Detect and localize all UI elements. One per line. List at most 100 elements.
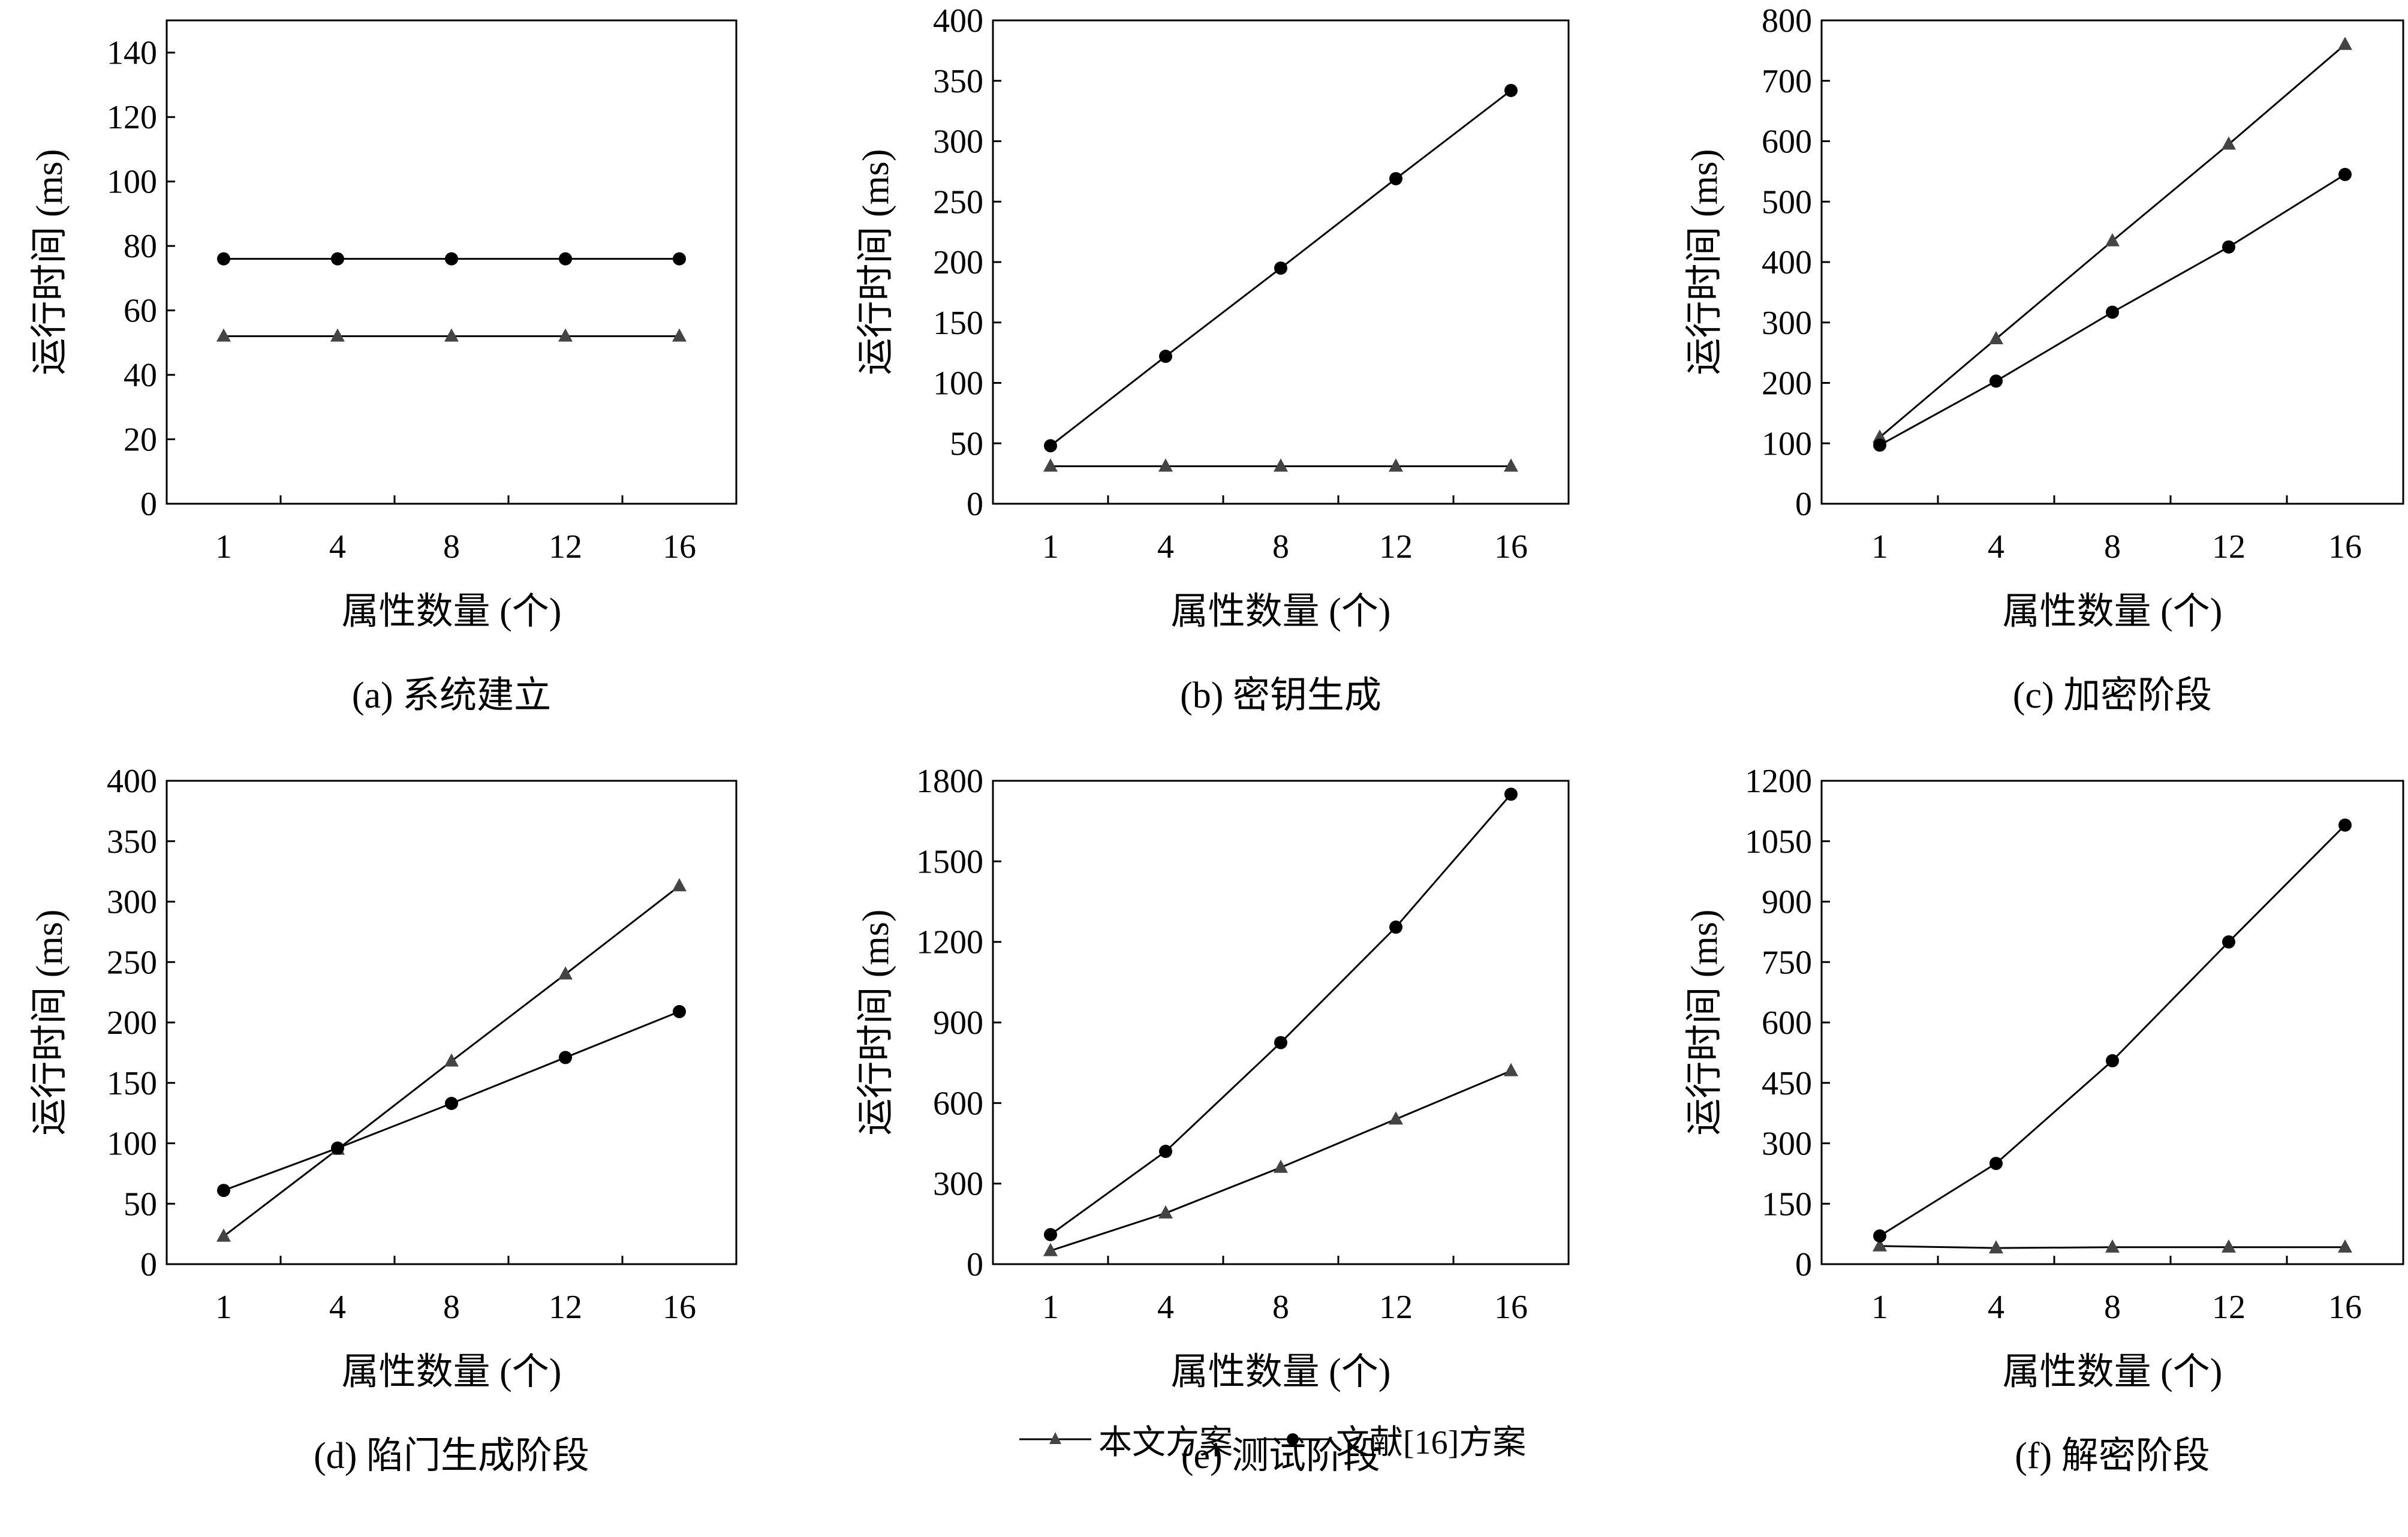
y-tick-label: 100 — [107, 164, 157, 201]
circle-marker — [1989, 374, 2003, 388]
circle-marker — [2338, 818, 2352, 832]
x-tick-label: 1 — [1042, 528, 1059, 566]
circle-marker — [1504, 83, 1518, 97]
y-tick-label: 0 — [140, 486, 157, 523]
y-tick-label: 350 — [933, 63, 983, 100]
legend: 本文方案 文献[16]方案 — [1019, 1415, 1550, 1463]
y-tick-label: 150 — [1762, 1186, 1812, 1223]
y-tick-label: 60 — [124, 293, 157, 330]
legend-item-series-b: 文献[16]方案 — [1257, 1415, 1526, 1464]
x-tick-label: 8 — [1272, 528, 1289, 566]
circle-marker — [1159, 1144, 1172, 1158]
y-tick-label: 750 — [1762, 944, 1812, 981]
circle-marker — [673, 252, 686, 266]
triangle-marker — [1873, 1238, 1887, 1252]
legend-swatch-circle — [1257, 1433, 1329, 1445]
panel-caption: (c) 加密阶段 — [2013, 675, 2212, 716]
x-tick-label: 4 — [1988, 1289, 2004, 1326]
triangle-marker — [1989, 330, 2003, 344]
circle-marker — [445, 252, 458, 266]
x-tick-label: 16 — [2328, 528, 2362, 566]
y-tick-label: 0 — [967, 486, 983, 523]
y-tick-label: 140 — [107, 35, 157, 72]
legend-label-series-a: 本文方案 — [1098, 1424, 1233, 1461]
x-axis-label: 属性数量 (个) — [342, 591, 562, 632]
y-tick-label: 0 — [967, 1246, 983, 1283]
circle-marker — [331, 1141, 344, 1155]
triangle-marker — [558, 966, 573, 980]
y-tick-label: 300 — [107, 884, 157, 921]
triangle-marker — [1873, 429, 1887, 443]
chart-panel-5: 0 300 600 900 1200 1500 1800 1 4 8 12 16 属性数量 (个) 运行时… — [856, 763, 1570, 1476]
x-tick-label: 12 — [1379, 528, 1413, 566]
y-tick-label: 450 — [1762, 1065, 1812, 1102]
x-tick-label: 1 — [215, 528, 232, 566]
chart-panel-4: 0 50 100 150 200 250 300 350 400 1 4 8 12 16 属性数量 (个) 运… — [29, 763, 738, 1476]
x-tick-label: 16 — [1494, 1289, 1528, 1326]
chart-panel-6: 0 150 300 450 600 750 900 1050 1200 1 4 8 12 16 属性数量 (… — [1684, 763, 2404, 1476]
y-axis-label: 运行时间 (ms) — [29, 149, 70, 375]
y-tick-label: 400 — [107, 763, 157, 800]
circle-marker — [1274, 261, 1287, 275]
circle-marker — [1873, 1229, 1886, 1243]
y-tick-label: 50 — [950, 425, 983, 462]
circle-marker — [1044, 1228, 1057, 1241]
x-axis-label: 属性数量 (个) — [2003, 591, 2223, 632]
x-tick-label: 8 — [443, 1289, 460, 1326]
y-tick-label: 500 — [1762, 184, 1812, 221]
panel-caption: (a) 系统建立 — [352, 675, 551, 716]
triangle-marker — [1389, 458, 1403, 472]
y-tick-label: 250 — [107, 944, 157, 981]
y-tick-label: 300 — [933, 124, 983, 161]
y-tick-label: 1200 — [1745, 763, 1812, 800]
y-tick-label: 300 — [933, 1166, 983, 1203]
y-tick-label: 120 — [107, 99, 157, 136]
y-tick-label: 100 — [107, 1126, 157, 1163]
y-tick-label: 1500 — [916, 843, 983, 880]
triangle-marker — [2222, 1239, 2236, 1253]
series-line-reference — [1879, 824, 2346, 1237]
circle-marker — [559, 252, 572, 266]
y-tick-label: 250 — [933, 184, 983, 221]
x-tick-label: 12 — [2212, 528, 2246, 566]
triangle-marker — [1389, 1111, 1403, 1125]
y-tick-label: 700 — [1762, 63, 1812, 100]
triangle-marker — [1989, 1240, 2003, 1254]
legend-label-series-b: 文献[16]方案 — [1336, 1424, 1527, 1461]
circle-marker — [1873, 438, 1886, 452]
y-tick-label: 0 — [140, 1246, 157, 1283]
x-tick-label: 12 — [549, 528, 582, 566]
triangle-marker — [1274, 458, 1288, 472]
triangle-marker — [2105, 1239, 2120, 1253]
x-tick-label: 16 — [1494, 528, 1528, 566]
circle-marker — [2338, 167, 2352, 181]
x-tick-label: 4 — [1988, 528, 2004, 566]
circle-marker — [1389, 921, 1402, 934]
x-tick-label: 1 — [1871, 528, 1888, 566]
panel-caption: (b) 密钥生成 — [1180, 675, 1381, 716]
panel-caption: (d) 陷门生成阶段 — [314, 1436, 589, 1476]
legend-swatch-triangle — [1019, 1432, 1091, 1444]
plot-frame — [1820, 19, 2404, 505]
x-tick-label: 4 — [1157, 528, 1174, 566]
x-tick-label: 16 — [2328, 1289, 2362, 1326]
circle-marker — [2222, 240, 2235, 254]
y-tick-label: 400 — [933, 2, 983, 40]
x-tick-label: 4 — [329, 528, 346, 566]
x-axis-label: 属性数量 (个) — [2003, 1352, 2223, 1392]
x-tick-label: 4 — [1157, 1289, 1174, 1326]
triangle-marker — [558, 328, 573, 342]
legend-item-series-a: 本文方案 — [1019, 1415, 1233, 1464]
triangle-marker — [444, 328, 459, 342]
y-tick-label: 900 — [1762, 884, 1812, 921]
triangle-marker — [1504, 458, 1518, 472]
circle-marker — [2106, 305, 2119, 319]
x-tick-label: 1 — [1042, 1289, 1059, 1326]
y-tick-label: 100 — [933, 365, 983, 402]
y-tick-label: 400 — [1762, 244, 1812, 281]
x-tick-label: 8 — [443, 528, 460, 566]
circle-marker — [1159, 350, 1172, 363]
circle-marker — [1274, 1036, 1287, 1049]
triangle-marker — [1274, 1159, 1288, 1173]
